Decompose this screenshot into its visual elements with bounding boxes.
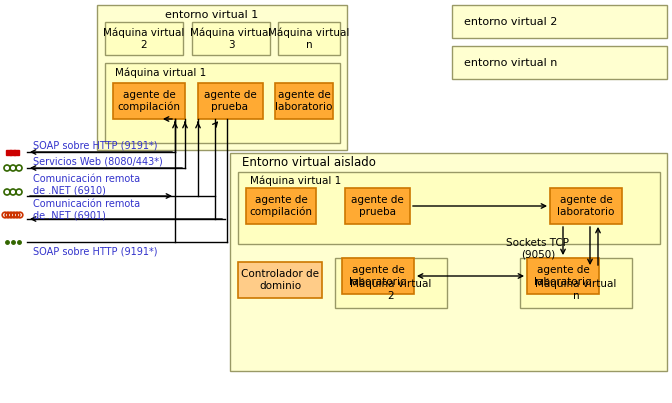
Text: agente de
laboratorio: agente de laboratorio bbox=[349, 265, 407, 287]
Text: Sockets TCP
(9050): Sockets TCP (9050) bbox=[507, 238, 569, 260]
Text: entorno virtual 1: entorno virtual 1 bbox=[165, 10, 258, 20]
Text: agente de
prueba: agente de prueba bbox=[204, 90, 257, 112]
Bar bbox=[520, 258, 632, 308]
Bar bbox=[238, 172, 660, 244]
Bar bbox=[452, 46, 667, 79]
Text: entorno virtual n: entorno virtual n bbox=[464, 58, 557, 68]
Text: Máquina virtual
3: Máquina virtual 3 bbox=[190, 28, 271, 50]
Text: SOAP sobre HTTP (9191*): SOAP sobre HTTP (9191*) bbox=[33, 246, 157, 256]
Text: agente de
laboratorio: agente de laboratorio bbox=[557, 195, 615, 217]
Bar bbox=[278, 22, 340, 55]
Text: Máquina virtual
n: Máquina virtual n bbox=[268, 28, 349, 50]
Text: Servicios Web (8080/443*): Servicios Web (8080/443*) bbox=[33, 156, 163, 166]
Text: Máquina virtual
2: Máquina virtual 2 bbox=[350, 279, 431, 301]
Bar bbox=[97, 5, 347, 150]
Text: Comunicación remota
de .NET (6910): Comunicación remota de .NET (6910) bbox=[33, 174, 140, 196]
Bar bbox=[246, 188, 316, 224]
Text: agente de
prueba: agente de prueba bbox=[351, 195, 403, 217]
Text: agente de
compilación: agente de compilación bbox=[249, 195, 312, 217]
Text: entorno virtual 2: entorno virtual 2 bbox=[464, 17, 557, 27]
Bar bbox=[527, 258, 599, 294]
Bar bbox=[192, 22, 270, 55]
Bar bbox=[105, 22, 183, 55]
Text: Comunicación remota
de .NET (6901): Comunicación remota de .NET (6901) bbox=[33, 199, 140, 221]
Text: agente de
laboratorio: agente de laboratorio bbox=[534, 265, 591, 287]
Bar bbox=[342, 258, 414, 294]
Bar bbox=[452, 5, 667, 38]
Text: SOAP sobre HTTP (9191*): SOAP sobre HTTP (9191*) bbox=[33, 140, 157, 150]
Bar bbox=[9, 150, 15, 154]
Text: agente de
compilación: agente de compilación bbox=[118, 90, 181, 112]
Bar bbox=[5, 150, 11, 154]
Bar bbox=[105, 63, 340, 143]
Text: Entorno virtual aislado: Entorno virtual aislado bbox=[242, 156, 376, 170]
Text: Máquina virtual
n: Máquina virtual n bbox=[536, 279, 617, 301]
Bar bbox=[550, 188, 622, 224]
Text: Máquina virtual
2: Máquina virtual 2 bbox=[103, 28, 185, 50]
Bar bbox=[345, 188, 410, 224]
Bar bbox=[13, 150, 19, 154]
Bar bbox=[275, 83, 333, 119]
Bar bbox=[198, 83, 263, 119]
Bar bbox=[230, 153, 667, 371]
Text: Máquina virtual 1: Máquina virtual 1 bbox=[115, 68, 206, 78]
Bar bbox=[238, 262, 322, 298]
Text: agente de
laboratorio: agente de laboratorio bbox=[276, 90, 333, 112]
Bar bbox=[113, 83, 185, 119]
Text: Controlador de
dominio: Controlador de dominio bbox=[241, 269, 319, 291]
Text: Máquina virtual 1: Máquina virtual 1 bbox=[250, 176, 341, 186]
Bar bbox=[335, 258, 447, 308]
